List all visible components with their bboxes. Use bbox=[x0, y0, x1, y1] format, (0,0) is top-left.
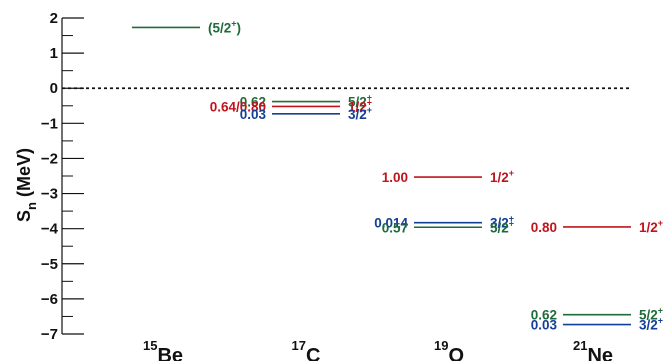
parity-superscript: + bbox=[367, 93, 372, 103]
level-spin-parity: 1/2+ bbox=[348, 97, 372, 114]
parity-superscript: + bbox=[367, 97, 372, 107]
spin-parity-value: 1/2 bbox=[348, 99, 367, 114]
parity-superscript: + bbox=[509, 214, 514, 224]
energy-level: 0.57 5/2+ bbox=[382, 218, 514, 235]
y-tick-label: −4 bbox=[41, 221, 59, 238]
y-tick-label: −3 bbox=[41, 186, 58, 203]
spin-parity-value: 3/2 bbox=[348, 107, 367, 122]
levels-layer: (5/2+)0.62 5/2+0.64/0.80 1/2+0.03 3/2+1.00 1… bbox=[132, 18, 663, 333]
energy-level: 0.62 5/2+ bbox=[531, 306, 663, 323]
spin-parity-value: 5/2 bbox=[639, 308, 658, 323]
parity-superscript: + bbox=[658, 316, 663, 326]
mass-number: 19 bbox=[434, 338, 448, 353]
parity-superscript: + bbox=[509, 168, 514, 178]
energy-level: 0.64/0.80 1/2+ bbox=[210, 97, 372, 114]
energy-level: 0.80 1/2+ bbox=[531, 218, 663, 235]
y-tick-label: 2 bbox=[50, 10, 58, 27]
y-tick-label: −5 bbox=[41, 256, 58, 273]
mass-number: 17 bbox=[292, 338, 306, 353]
nucleus-label: 19O bbox=[434, 338, 464, 361]
element-symbol: O bbox=[448, 345, 464, 361]
level-spin-parity: 5/2+ bbox=[639, 306, 663, 323]
level-spectroscopic-factor: 0.80 bbox=[531, 220, 557, 235]
level-spin-parity: 5/2+ bbox=[490, 218, 514, 235]
parity-superscript: + bbox=[509, 218, 514, 228]
energy-level: 1.00 1/2+ bbox=[382, 168, 514, 185]
level-spectroscopic-factor: 0.64/0.80 bbox=[210, 99, 266, 114]
level-spin-parity: 3/2+ bbox=[490, 214, 514, 231]
y-axis: 2 1 0 −1 −2 −3 −4 −5 −6 −7 bbox=[41, 10, 84, 343]
energy-level: (5/2+) bbox=[132, 18, 241, 35]
y-tick-label: −7 bbox=[41, 326, 58, 343]
spin-parity-value: 3/2 bbox=[490, 216, 509, 231]
level-spectroscopic-factor: 0.03 bbox=[240, 107, 267, 122]
parity-superscript: + bbox=[658, 218, 663, 228]
energy-level: 0.014 3/2+ bbox=[374, 214, 514, 231]
y-axis-label-rest: (MeV) bbox=[14, 148, 34, 202]
y-axis-label-sub: n bbox=[24, 202, 39, 210]
level-spin-parity: 1/2+ bbox=[639, 218, 663, 235]
mass-number: 21 bbox=[573, 338, 587, 353]
level-spin-parity: 1/2+ bbox=[490, 168, 514, 185]
y-tick-label: 0 bbox=[50, 80, 58, 97]
spin-parity-value: 1/2 bbox=[639, 220, 658, 235]
level-spectroscopic-factor: 0.62 bbox=[240, 95, 266, 110]
nucleus-label: 21Ne bbox=[573, 338, 613, 361]
parity-superscript: + bbox=[658, 306, 663, 316]
y-tick-label: −6 bbox=[41, 291, 58, 308]
y-axis-label-main: S bbox=[14, 210, 34, 222]
nucleus-label: 17C bbox=[292, 338, 321, 361]
level-spectroscopic-factor: 0.62 bbox=[531, 308, 557, 323]
y-tick-label: −1 bbox=[41, 115, 58, 132]
spin-parity-value: 5/2 bbox=[490, 220, 509, 235]
level-spectroscopic-factor: 0.03 bbox=[531, 318, 558, 333]
level-spectroscopic-factor: 0.014 bbox=[374, 216, 408, 231]
element-symbol: Be bbox=[157, 345, 183, 361]
nucleus-labels: 15Be 17C 19O 21Ne bbox=[143, 338, 613, 361]
mass-number: 15 bbox=[143, 338, 157, 353]
spin-parity-value: (5/2 bbox=[208, 20, 231, 35]
element-symbol: C bbox=[306, 345, 320, 361]
nucleus-label: 15Be bbox=[143, 338, 183, 361]
y-axis-label: Sn (MeV) bbox=[14, 148, 39, 222]
energy-level: 0.03 3/2+ bbox=[240, 105, 372, 122]
level-spin-parity: 3/2+ bbox=[348, 105, 372, 122]
element-symbol: Ne bbox=[587, 345, 613, 361]
spin-parity-suffix: ) bbox=[237, 20, 242, 35]
energy-level: 0.62 5/2+ bbox=[240, 93, 372, 110]
level-spectroscopic-factor: 1.00 bbox=[382, 170, 408, 185]
parity-superscript: + bbox=[367, 105, 372, 115]
energy-level: 0.03 3/2+ bbox=[531, 316, 663, 333]
spin-parity-value: 1/2 bbox=[490, 170, 509, 185]
level-spin-parity: 5/2+ bbox=[348, 93, 372, 110]
level-spectroscopic-factor: 0.57 bbox=[382, 220, 408, 235]
level-spin-parity: 3/2+ bbox=[639, 316, 663, 333]
spin-parity-value: 5/2 bbox=[348, 95, 367, 110]
y-tick-label: 1 bbox=[50, 45, 58, 62]
spin-parity-value: 3/2 bbox=[639, 318, 658, 333]
y-tick-label: −2 bbox=[41, 150, 58, 167]
parity-superscript: + bbox=[231, 18, 236, 28]
level-spin-parity: (5/2+) bbox=[208, 18, 241, 35]
